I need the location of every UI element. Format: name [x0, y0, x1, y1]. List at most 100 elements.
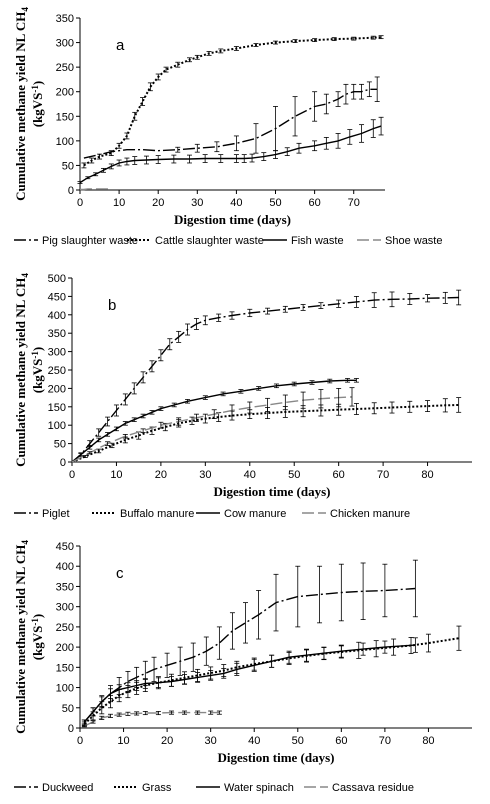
legend-entry: Cattle slaughter waste — [127, 235, 264, 247]
series-line — [83, 637, 460, 725]
y-tick-label: 300 — [56, 38, 74, 50]
y-axis-label: Cumulative methane yield NL CH4 — [13, 273, 30, 467]
x-tick-label: 70 — [348, 197, 360, 209]
x-tick-label: 10 — [110, 469, 122, 481]
series-line — [83, 644, 416, 723]
series-line — [84, 711, 220, 727]
legend-label: Fish waste — [291, 235, 344, 247]
legend-entry: Grass — [114, 782, 172, 794]
x-axis-label: Digestion time (days) — [218, 750, 335, 765]
panel-letter: b — [108, 297, 116, 314]
y-tick-label: 450 — [56, 541, 74, 553]
x-tick-label: 40 — [244, 469, 256, 481]
y-tick-label: 150 — [56, 662, 74, 674]
y-axis-label: Cumulative methane yield NL CH4 — [13, 540, 30, 734]
x-tick-label: 80 — [422, 735, 434, 747]
series-water-spinach — [81, 637, 418, 725]
y-tick-label: 100 — [56, 683, 74, 695]
y-axis-label-units: (kgVS-1) — [30, 347, 45, 394]
legend-label: Chicken manure — [330, 508, 410, 520]
x-tick-label: 60 — [333, 469, 345, 481]
series-line — [83, 88, 378, 159]
series-line — [71, 404, 459, 463]
y-tick-label: 200 — [56, 87, 74, 99]
y-tick-label: 50 — [54, 439, 66, 451]
x-tick-label: 10 — [117, 735, 129, 747]
y-tick-label: 500 — [48, 273, 66, 285]
legend-entry: Duckweed — [14, 782, 93, 794]
y-tick-label: 250 — [56, 62, 74, 74]
y-axis-label: Cumulative methane yield NL CH4 — [13, 7, 30, 201]
panel-a: 0 50 100 150 200 250 300 350 0 10 20 30 40 50 60 70 Dige… — [13, 7, 442, 247]
series-cattle-slaughter-waste — [81, 35, 384, 169]
x-tick-label: 0 — [77, 735, 83, 747]
x-tick-label: 40 — [248, 735, 260, 747]
y-tick-label: 350 — [48, 328, 66, 340]
x-tick-label: 50 — [292, 735, 304, 747]
y-tick-label: 50 — [62, 703, 74, 715]
y-tick-label: 350 — [56, 581, 74, 593]
series-piglet — [71, 289, 462, 463]
y-tick-label: 450 — [48, 291, 66, 303]
y-tick-label: 100 — [48, 420, 66, 432]
legend-entry: Shoe waste — [357, 235, 442, 247]
series-shoe-waste — [80, 188, 112, 191]
x-tick-label: 20 — [152, 197, 164, 209]
x-tick-label: 50 — [288, 469, 300, 481]
series-cassava-residue — [81, 710, 222, 728]
legend-entry: Piglet — [14, 508, 70, 520]
y-tick-label: 350 — [56, 13, 74, 25]
legend-entry: Cow manure — [196, 508, 286, 520]
y-tick-label: 300 — [48, 347, 66, 359]
y-tick-label: 50 — [62, 160, 74, 172]
x-tick-label: 30 — [205, 735, 217, 747]
y-axis-label-units: (kgVS-1) — [30, 81, 45, 128]
series-line — [71, 379, 357, 463]
x-tick-label: 20 — [161, 735, 173, 747]
y-tick-label: 300 — [56, 602, 74, 614]
y-tick-label: 150 — [48, 402, 66, 414]
legend-entry: Buffalo manure — [92, 508, 194, 520]
series-fish-waste — [77, 116, 384, 185]
legend-entry: Water spinach — [196, 782, 294, 794]
legend-label: Buffalo manure — [120, 508, 194, 520]
y-tick-label: 250 — [48, 365, 66, 377]
legend-label: Cow manure — [224, 508, 286, 520]
legend-label: Shoe waste — [385, 235, 442, 247]
series-line — [83, 587, 416, 723]
x-tick-label: 60 — [335, 735, 347, 747]
y-tick-label: 0 — [68, 723, 74, 735]
x-tick-label: 80 — [421, 469, 433, 481]
legend-label: Duckweed — [42, 782, 93, 794]
legend-label: Pig slaughter waste — [42, 235, 138, 247]
legend-entry: Chicken manure — [302, 508, 410, 520]
series-cow-manure — [71, 378, 359, 463]
y-axis-label-units: (kgVS-1) — [30, 614, 45, 661]
x-tick-label: 40 — [230, 197, 242, 209]
x-tick-label: 50 — [269, 197, 281, 209]
x-tick-label: 60 — [308, 197, 320, 209]
x-tick-label: 30 — [199, 469, 211, 481]
series-line — [83, 36, 382, 167]
x-axis-label: Digestion time (days) — [214, 484, 331, 499]
legend-label: Water spinach — [224, 782, 294, 794]
legend-label: Cattle slaughter waste — [155, 235, 264, 247]
panel-letter: c — [116, 565, 124, 582]
x-tick-label: 70 — [379, 735, 391, 747]
y-tick-label: 400 — [56, 561, 74, 573]
panel-letter: a — [116, 37, 125, 54]
x-axis-label: Digestion time (days) — [174, 212, 291, 227]
x-tick-label: 20 — [155, 469, 167, 481]
legend-entry: Pig slaughter waste — [14, 235, 138, 247]
series-line — [71, 396, 353, 463]
legend-entry: Fish waste — [263, 235, 344, 247]
series-line — [71, 296, 459, 463]
x-tick-label: 0 — [69, 469, 75, 481]
x-tick-label: 0 — [77, 197, 83, 209]
series-duckweed — [81, 559, 418, 725]
series-pig-slaughter-waste — [83, 76, 380, 159]
y-tick-label: 100 — [56, 136, 74, 148]
y-tick-label: 150 — [56, 111, 74, 123]
legend-label: Piglet — [42, 508, 70, 520]
